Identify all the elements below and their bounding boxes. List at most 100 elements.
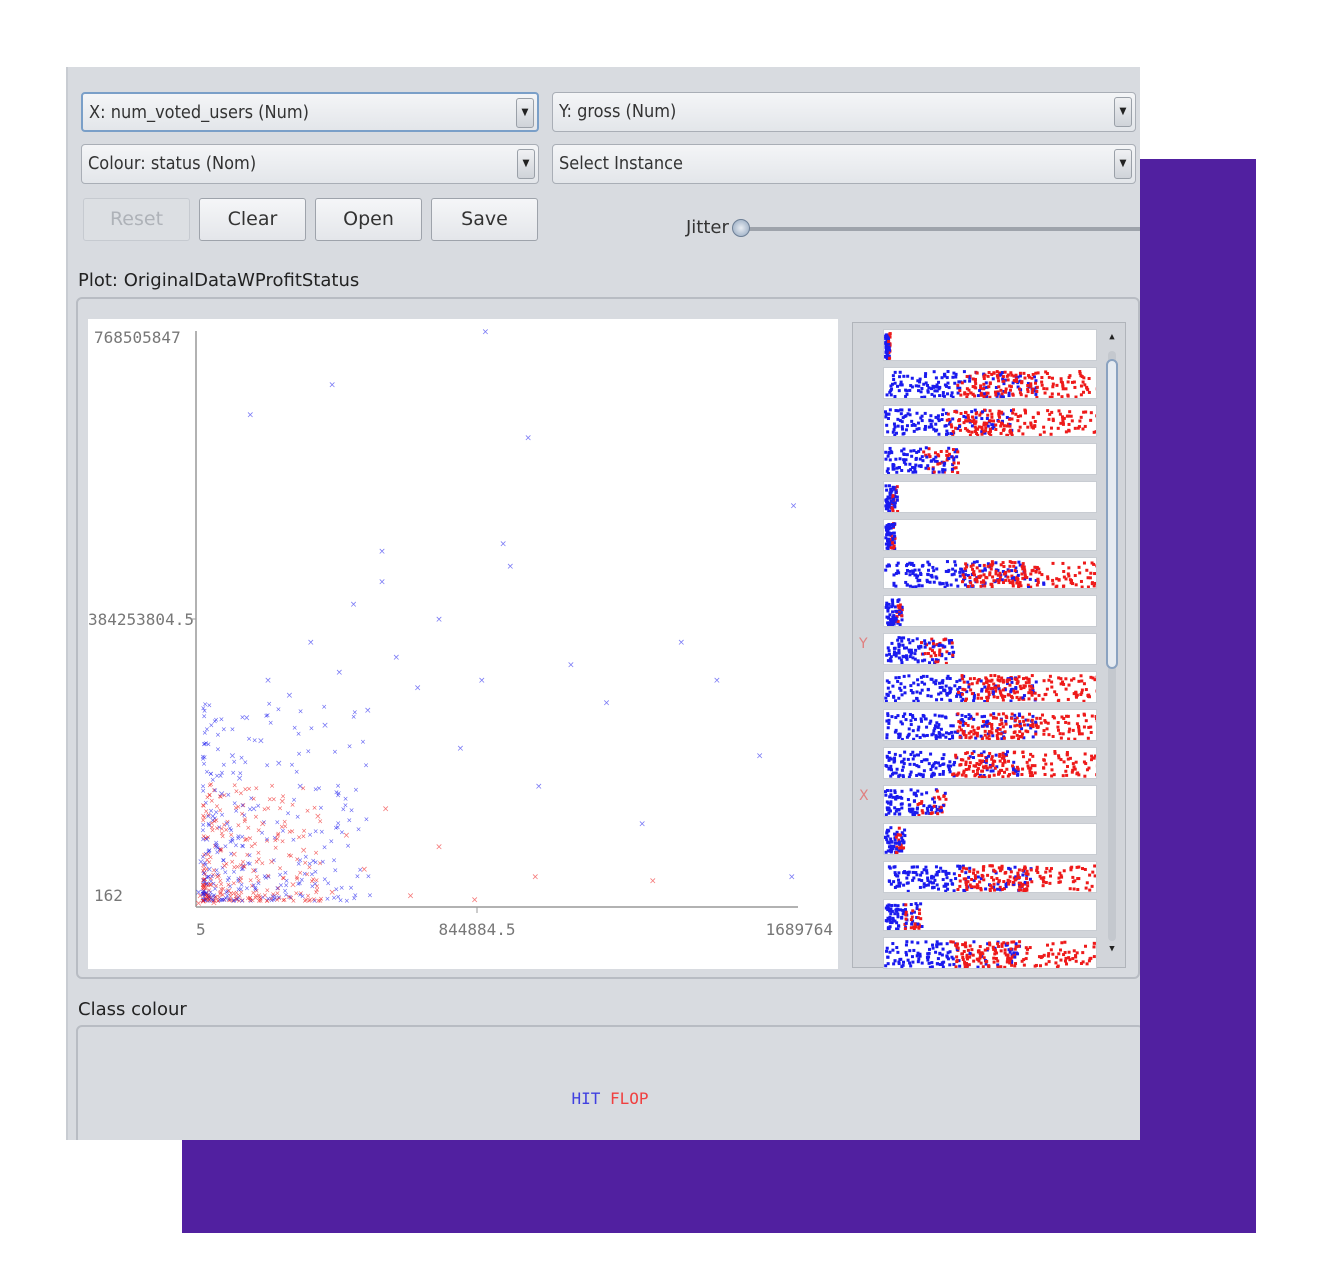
bar-dot bbox=[942, 794, 946, 798]
attribute-bar[interactable] bbox=[883, 443, 1097, 475]
clear-button[interactable]: Clear bbox=[199, 198, 306, 241]
jitter-slider-track[interactable] bbox=[740, 227, 1140, 231]
bar-dot bbox=[894, 489, 898, 493]
bar-dot bbox=[1047, 417, 1051, 421]
attribute-bar[interactable] bbox=[883, 367, 1099, 399]
bar-dot bbox=[898, 881, 902, 885]
attribute-bar[interactable] bbox=[883, 785, 1097, 817]
bar-dot bbox=[903, 685, 907, 689]
scrollbar-thumb[interactable] bbox=[1106, 359, 1118, 669]
bar-dot bbox=[990, 864, 994, 868]
bar-dot bbox=[886, 962, 890, 966]
bar-dot bbox=[1021, 750, 1025, 754]
bar-dot bbox=[933, 724, 937, 728]
attribute-bar[interactable] bbox=[883, 823, 1097, 855]
data-point: × bbox=[357, 866, 363, 874]
bar-dot bbox=[934, 415, 938, 419]
bar-dot bbox=[895, 563, 899, 567]
data-point: × bbox=[206, 792, 212, 800]
bar-dot bbox=[885, 733, 889, 737]
bar-dot bbox=[910, 955, 914, 959]
bar-dot bbox=[902, 646, 906, 650]
scroll-down-icon[interactable]: ▼ bbox=[1109, 944, 1115, 954]
data-point: × bbox=[236, 897, 242, 905]
attribute-bar[interactable] bbox=[883, 595, 1097, 627]
bar-dot bbox=[893, 395, 897, 399]
bar-dot bbox=[1030, 718, 1034, 722]
bar-dot bbox=[930, 961, 934, 965]
bar-dot bbox=[927, 447, 931, 451]
data-point: × bbox=[603, 699, 611, 709]
attribute-bar-dots bbox=[884, 446, 960, 475]
bar-dot bbox=[1041, 877, 1045, 881]
instance-select[interactable]: Select Instance ▼ bbox=[552, 144, 1136, 184]
bar-dot bbox=[941, 965, 945, 969]
data-point: × bbox=[266, 700, 272, 708]
attribute-bar[interactable] bbox=[883, 481, 1097, 513]
attribute-bar[interactable] bbox=[883, 937, 1099, 969]
scatter-plot[interactable]: 768505847 384253804.5 162 5 844884.5 1689764 ×… bbox=[88, 319, 838, 969]
attribute-bar[interactable] bbox=[883, 709, 1099, 741]
attribute-bar[interactable] bbox=[883, 899, 1097, 931]
scroll-up-icon[interactable]: ▲ bbox=[1109, 332, 1115, 342]
attribute-bar[interactable] bbox=[883, 671, 1099, 703]
bar-dot bbox=[885, 357, 889, 361]
bar-dot bbox=[1026, 730, 1030, 734]
attribute-bar[interactable] bbox=[883, 633, 1097, 665]
bar-dot bbox=[891, 795, 895, 799]
reset-button[interactable]: Reset bbox=[83, 198, 190, 241]
attribute-scrollbar[interactable]: ▲ ▼ bbox=[1103, 329, 1121, 959]
bar-dot bbox=[996, 695, 1000, 699]
chevron-down-icon[interactable]: ▼ bbox=[1114, 97, 1132, 127]
y-axis-select[interactable]: Y: gross (Num) ▼ bbox=[552, 92, 1136, 132]
bar-dot bbox=[1003, 965, 1007, 969]
attribute-bar[interactable] bbox=[883, 557, 1099, 589]
bar-dot bbox=[963, 962, 967, 966]
bar-dot bbox=[1089, 418, 1093, 422]
attribute-bar[interactable] bbox=[883, 861, 1097, 893]
attribute-bar[interactable] bbox=[883, 405, 1099, 437]
bar-dot bbox=[896, 638, 900, 642]
bar-dot bbox=[989, 567, 993, 571]
open-button[interactable]: Open bbox=[315, 198, 422, 241]
bar-dot bbox=[935, 943, 939, 947]
bar-dot bbox=[902, 762, 906, 766]
attribute-bar[interactable] bbox=[883, 519, 1097, 551]
legend-flop[interactable]: FLOP bbox=[610, 1089, 649, 1108]
legend-hit[interactable]: HIT bbox=[571, 1089, 601, 1108]
bar-dot bbox=[953, 450, 957, 454]
data-point: × bbox=[206, 822, 212, 830]
attribute-bar[interactable] bbox=[883, 329, 1097, 361]
attribute-bar-dots bbox=[884, 598, 904, 627]
bar-dot bbox=[981, 874, 985, 878]
bar-dot bbox=[949, 878, 953, 882]
bar-dot bbox=[980, 724, 984, 728]
chevron-down-icon[interactable]: ▼ bbox=[517, 149, 535, 179]
bar-dot bbox=[891, 847, 895, 851]
chevron-down-icon[interactable]: ▼ bbox=[1114, 149, 1132, 179]
jitter-slider-knob[interactable] bbox=[732, 219, 750, 237]
data-point: × bbox=[195, 899, 203, 909]
bar-dot bbox=[991, 945, 995, 949]
colour-select[interactable]: Colour: status (Nom) ▼ bbox=[81, 144, 539, 184]
bar-dot bbox=[912, 563, 916, 567]
attribute-bar[interactable] bbox=[883, 747, 1099, 779]
bar-dot bbox=[895, 907, 899, 911]
x-axis-select[interactable]: X: num_voted_users (Num) ▼ bbox=[81, 92, 539, 132]
bar-dot bbox=[993, 759, 997, 763]
save-button[interactable]: Save bbox=[431, 198, 538, 241]
bar-dot bbox=[948, 963, 952, 967]
bar-dot bbox=[931, 384, 935, 388]
data-point: × bbox=[212, 814, 218, 822]
data-point: × bbox=[200, 821, 206, 829]
bar-dot bbox=[989, 884, 993, 888]
bar-dot bbox=[1046, 409, 1050, 413]
data-point: × bbox=[335, 824, 341, 832]
data-point: × bbox=[197, 858, 205, 868]
chevron-down-icon[interactable]: ▼ bbox=[516, 98, 534, 128]
bar-dot bbox=[885, 393, 889, 397]
data-point: × bbox=[237, 769, 243, 777]
bar-dot bbox=[1090, 884, 1094, 888]
data-point: × bbox=[230, 850, 238, 860]
bar-dot bbox=[886, 621, 890, 625]
